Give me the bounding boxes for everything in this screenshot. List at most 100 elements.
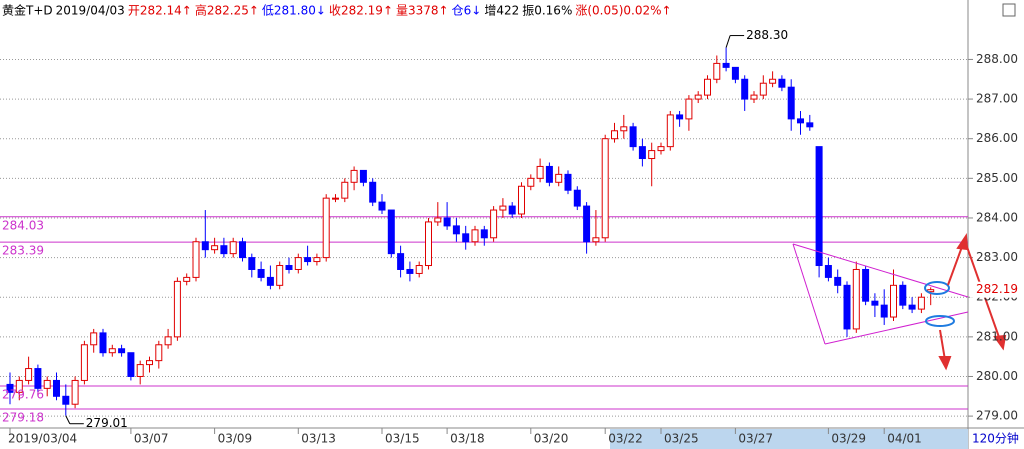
candle-body: [99, 332, 107, 354]
candle-body: [164, 336, 172, 346]
candle-body: [611, 130, 618, 140]
candle-body: [294, 257, 302, 270]
candle-body: [43, 379, 51, 389]
candle-body: [25, 368, 33, 381]
x-tick-label: 03/15: [385, 432, 420, 446]
candle-body: [545, 165, 553, 183]
high-label: 288.30: [746, 28, 788, 42]
candle-body: [787, 86, 795, 120]
candle-body: [71, 379, 79, 405]
x-tick-label: 03/13: [301, 432, 336, 446]
candle-body: [713, 62, 721, 80]
y-tick-label: 286.00: [976, 131, 1018, 145]
level-label: 284.03: [2, 218, 44, 232]
header-field: 高282.25↑: [195, 3, 259, 18]
candle-body: [257, 268, 265, 278]
corner-icon[interactable]: [1002, 3, 1016, 17]
candle-body: [201, 241, 209, 251]
header-field: 量3378↑: [396, 4, 449, 18]
candle-body: [220, 245, 228, 255]
candle-body: [378, 201, 386, 211]
candle-body: [852, 268, 860, 330]
candle-body: [694, 94, 702, 100]
x-tick-label: 03/22: [608, 432, 643, 446]
candle-body: [797, 118, 804, 124]
candle-body: [425, 221, 432, 267]
y-tick-label: 280.00: [976, 369, 1018, 383]
arrow-head: [938, 356, 952, 371]
candle-body: [806, 122, 814, 128]
triangle-side: [792, 243, 826, 345]
low-label: 279.01: [86, 416, 128, 430]
candle-body: [880, 304, 888, 318]
candle-body: [917, 296, 925, 310]
candle-body: [666, 114, 674, 148]
candle-body: [285, 265, 293, 270]
candle-body: [899, 284, 907, 306]
candle-body: [769, 78, 777, 84]
candle-body: [685, 98, 693, 120]
candle-body: [648, 150, 656, 160]
candle-body: [722, 62, 730, 68]
y-tick-label: 285.00: [976, 171, 1018, 185]
last-price-label: 282.19: [976, 282, 1018, 296]
time-highlight: [610, 429, 968, 449]
y-tick-label: 281.00: [976, 329, 1018, 343]
candle-body: [871, 300, 879, 306]
candle-body: [471, 229, 479, 243]
header-field: 黄金T+D: [2, 3, 53, 18]
x-tick-label: 03/29: [831, 432, 866, 446]
level-label: 279.76: [2, 387, 44, 401]
candle-body: [276, 265, 284, 286]
candle-body: [266, 276, 274, 286]
triangle-bottom: [824, 311, 969, 345]
candle-body: [452, 225, 460, 235]
level-label: 283.39: [2, 244, 44, 258]
candle-body: [490, 209, 498, 239]
candle-body: [397, 253, 405, 270]
x-tick-label: 03/27: [738, 432, 773, 446]
candle-body: [53, 379, 60, 397]
last-price-box: [970, 281, 1022, 298]
x-tick-label: 03/07: [134, 432, 169, 446]
y-tick-label: 283.00: [976, 250, 1018, 264]
y-tick-label: 284.00: [976, 210, 1018, 224]
header-field: 2019/04/03: [56, 4, 125, 18]
header: 黄金T+D 2019/04/03 开282.14↑ 高282.25↑ 低281.80↓ 收…: [2, 3, 672, 18]
candle-body: [704, 78, 711, 96]
candle-body: [304, 257, 312, 263]
candles: [6, 47, 935, 416]
candle-body: [629, 126, 637, 148]
candle-body: [834, 276, 842, 286]
candle-body: [146, 360, 153, 366]
candle-body: [499, 205, 507, 211]
candle-body: [778, 78, 786, 88]
y-tick-label: 287.00: [976, 92, 1018, 106]
triangle-top: [792, 243, 969, 298]
candle-body: [824, 265, 832, 278]
x-tick-label: 03/20: [534, 432, 569, 446]
candle-body: [657, 146, 665, 152]
candle-body: [332, 197, 339, 200]
candle-body: [573, 189, 581, 207]
candle-body: [80, 344, 88, 381]
candle-body: [211, 245, 219, 251]
candle-body: [564, 173, 572, 191]
arrow-up: [947, 243, 964, 286]
candle-body: [750, 94, 758, 100]
candle-body: [434, 217, 442, 223]
y-tick-label: 288.00: [976, 52, 1018, 66]
candle-body: [108, 348, 116, 354]
header-field: 仓6↓: [452, 4, 482, 18]
header-field: 振0.16%: [522, 4, 572, 18]
candle-body: [415, 265, 423, 274]
candle-body: [183, 276, 191, 282]
candle-body: [62, 395, 70, 405]
candle-body: [239, 241, 246, 259]
candle-body: [676, 114, 684, 120]
candle-body: [127, 352, 135, 377]
candle-body: [406, 268, 414, 274]
candle-body: [90, 332, 98, 346]
